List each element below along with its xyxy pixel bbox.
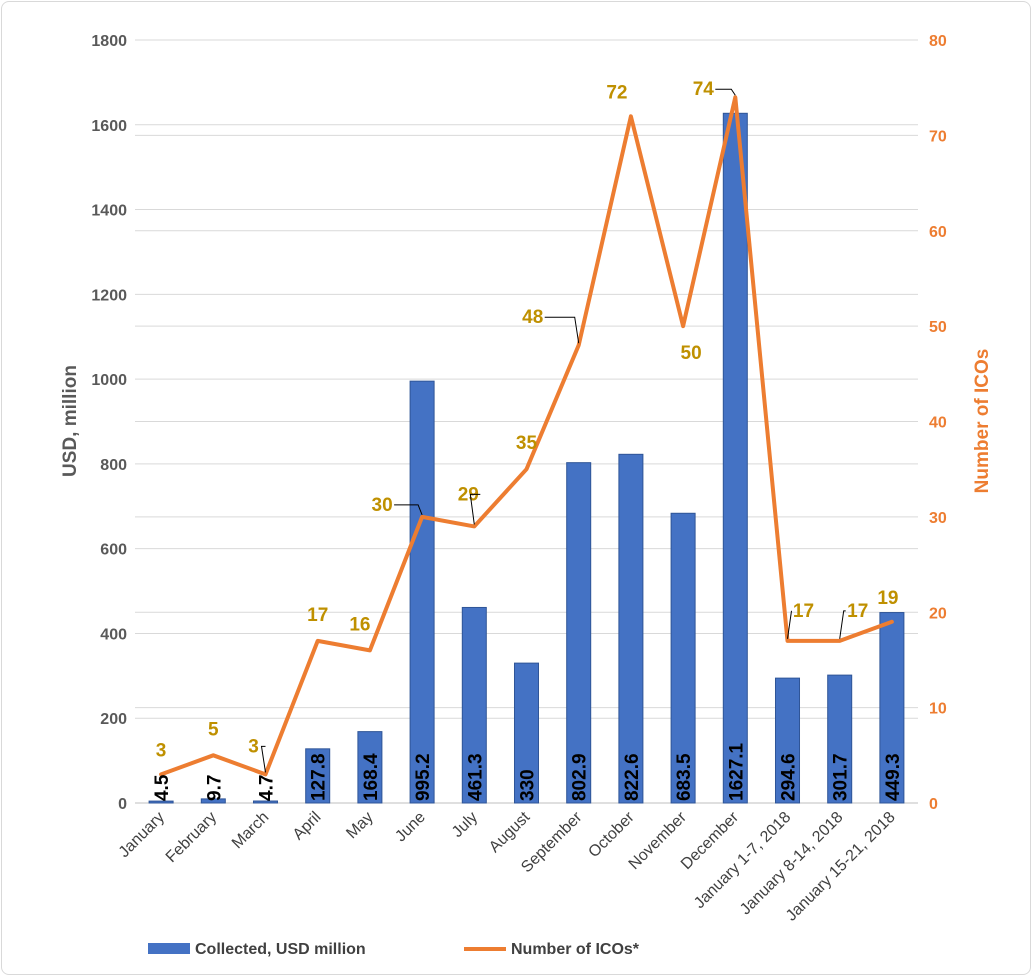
line-data-label: 29 xyxy=(458,484,479,505)
category-label: January 1-7, 2018 xyxy=(691,809,794,912)
line-data-label: 3 xyxy=(248,736,259,757)
leader-line xyxy=(260,745,266,773)
right-tick-label: 10 xyxy=(929,701,947,718)
bar-data-label: 330 xyxy=(518,769,539,801)
bar xyxy=(879,612,905,804)
left-tick-label: 1000 xyxy=(91,372,127,389)
line-data-label: 19 xyxy=(877,588,898,609)
bar-data-label: 683.5 xyxy=(674,753,695,801)
bar xyxy=(566,462,592,804)
bar xyxy=(618,453,644,804)
bar-data-label: 1627.1 xyxy=(726,742,747,801)
leader-line xyxy=(469,493,481,525)
right-tick-label: 40 xyxy=(929,415,947,432)
bar-data-label: 822.6 xyxy=(622,753,643,801)
leader-line xyxy=(394,504,423,516)
bar xyxy=(409,380,435,804)
bar xyxy=(774,677,801,804)
line-data-label: 17 xyxy=(847,601,868,622)
right-axis-ticks: 0 10 20 30 40 50 60 70 80 xyxy=(929,33,947,813)
ico-count-line xyxy=(159,95,894,777)
left-tick-label: 400 xyxy=(100,626,127,643)
left-tick-label: 1600 xyxy=(91,118,127,135)
left-tick-label: 800 xyxy=(100,457,127,474)
right-tick-label: 20 xyxy=(929,605,947,622)
line-data-label: 5 xyxy=(208,719,219,740)
left-axis-ticks: 0 200 400 600 800 1000 1200 1400 1600 1800 xyxy=(91,33,127,813)
line-data-label: 3 xyxy=(156,740,167,761)
right-tick-label: 70 xyxy=(929,128,947,145)
line-data-label: 48 xyxy=(522,307,543,328)
category-label: April xyxy=(290,809,325,844)
left-tick-label: 0 xyxy=(118,796,127,813)
bar xyxy=(670,512,696,804)
line-data-label: 16 xyxy=(349,614,370,635)
left-tick-label: 1200 xyxy=(91,287,127,304)
right-tick-label: 30 xyxy=(929,510,947,527)
bar-data-label: 9.7 xyxy=(204,775,225,801)
bar-data-label: 802.9 xyxy=(570,753,591,801)
bar xyxy=(148,800,174,804)
line-data-label: 72 xyxy=(606,82,627,103)
leader-line xyxy=(787,610,792,639)
category-label: January 8-14, 2018 xyxy=(737,809,847,919)
leader-line xyxy=(544,316,580,344)
bar xyxy=(200,798,226,804)
category-label: October xyxy=(585,808,638,861)
bar-data-label: 168.4 xyxy=(361,753,382,801)
bar xyxy=(252,800,279,804)
line-data-label: 30 xyxy=(372,495,393,516)
left-tick-label: 600 xyxy=(100,542,127,559)
bar xyxy=(827,674,853,804)
left-axis-title: USD, million xyxy=(60,365,81,477)
line-data-label: 17 xyxy=(307,605,328,626)
leader-line xyxy=(839,610,846,639)
bar-data-label: 995.2 xyxy=(413,753,434,801)
right-tick-label: 0 xyxy=(929,796,938,813)
category-label: January xyxy=(116,809,168,861)
right-tick-label: 60 xyxy=(929,224,947,241)
bar-data-label: 4.5 xyxy=(152,774,173,801)
line-data-label: 35 xyxy=(516,433,538,454)
category-label: March xyxy=(229,809,272,852)
bar xyxy=(722,112,748,804)
legend-bar-swatch xyxy=(148,943,190,954)
category-label: February xyxy=(163,809,220,866)
bar-data-label: 461.3 xyxy=(465,753,486,801)
legend: Collected, USD million Number of ICOs* xyxy=(148,941,640,958)
bar-data-labels: 4.5 9.7 4.7 127.8 168.4 995.2 461.3 330 802.9 822… xyxy=(152,742,904,801)
bar xyxy=(357,731,383,804)
bar xyxy=(461,606,487,804)
bar-data-label: 294.6 xyxy=(779,753,800,801)
left-tick-label: 200 xyxy=(100,711,127,728)
bar-series xyxy=(148,112,905,804)
legend-bar-label: Collected, USD million xyxy=(195,941,366,958)
line-data-label: 74 xyxy=(693,79,715,100)
category-label: June xyxy=(392,809,429,846)
category-label: May xyxy=(343,809,376,842)
line-data-label: 17 xyxy=(793,601,814,622)
left-tick-label: 1400 xyxy=(91,203,127,220)
right-axis-title: Number of ICOs xyxy=(972,349,993,494)
bar xyxy=(513,662,540,804)
bar-data-label: 4.7 xyxy=(257,775,278,801)
bar xyxy=(305,748,331,804)
legend-line-label: Number of ICOs* xyxy=(511,941,640,958)
bar-data-label: 301.7 xyxy=(831,753,852,801)
leader-line xyxy=(715,88,736,96)
bar-data-label: 449.3 xyxy=(883,753,904,801)
line-series xyxy=(159,95,894,777)
right-tick-label: 50 xyxy=(929,319,947,336)
line-data-label: 50 xyxy=(681,343,702,364)
left-tick-label: 1800 xyxy=(91,33,127,50)
category-label: July xyxy=(449,809,481,841)
bar-data-label: 127.8 xyxy=(309,753,330,801)
category-label: August xyxy=(486,808,534,856)
right-tick-label: 80 xyxy=(929,33,947,50)
